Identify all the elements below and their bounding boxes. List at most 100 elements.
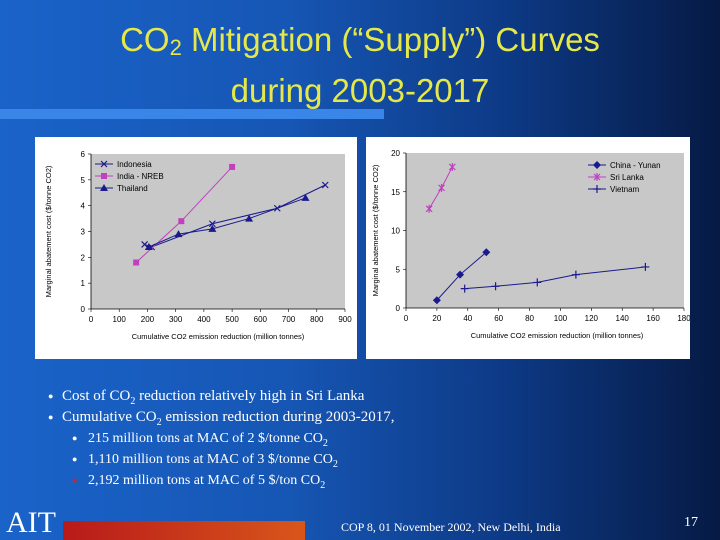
- bullet-1-text: Cost of CO: [62, 388, 131, 404]
- chart0-series-2-point: [174, 230, 183, 238]
- chart0-y-tick-label: 0: [81, 305, 86, 314]
- chart0-x-tick-label: 700: [282, 315, 296, 324]
- chart0-x-tick-label: 200: [141, 315, 155, 324]
- chart1-x-tick-label: 40: [463, 314, 472, 323]
- chart1-y-tick-label: 15: [391, 188, 400, 197]
- chart1-x-tick-label: 160: [646, 314, 660, 323]
- chart0-legend-marker-2: [100, 184, 108, 191]
- chart-right-svg: 0 20 40 60 80 100 120 140 160 180 0 5 10 15 20 Cumulati…: [371, 149, 690, 340]
- chart1-x-axis-label: Cumulative CO2 emission reduction (milli…: [471, 331, 644, 340]
- chart0-series-1-point: [229, 163, 236, 170]
- chart1-x-tick-label: 100: [554, 314, 568, 323]
- chart0-x-axis-label: Cumulative CO2 emission reduction (milli…: [132, 332, 305, 341]
- chart1-series-2-point: [533, 278, 542, 287]
- chart1-series-2-point: [571, 270, 580, 279]
- chart0-x-tick-label: 400: [197, 315, 211, 324]
- chart0-series-1-point: [133, 259, 140, 266]
- chart0-series-0-point: [208, 220, 216, 228]
- chart1-series-0-point: [456, 270, 465, 279]
- chart-right-panel: 0 20 40 60 80 100 120 140 160 180 0 5 10 15 20 Cumulati…: [366, 137, 690, 359]
- chart0-series-2-point: [208, 224, 217, 232]
- chart0-y-tick-label: 6: [81, 150, 86, 159]
- chart0-x-tick-label: 600: [254, 315, 268, 324]
- chart0-plot-area: [91, 154, 345, 309]
- chart0-x-tick-label: 900: [338, 315, 352, 324]
- chart1-y-tick-label: 5: [396, 265, 401, 274]
- chart1-series-2-point: [460, 284, 469, 293]
- sub-bullet-2-text: 1,110 million tons at MAC of 3 $/tonne C…: [88, 452, 333, 467]
- sub-bullet-3-text: 2,192 million tons at MAC of 5 $/ton CO: [88, 473, 321, 488]
- chart1-x-tick-label: 60: [494, 314, 503, 323]
- chart1-y-tick-label: 0: [396, 304, 401, 313]
- chart1-series-1-point: [448, 162, 456, 171]
- chart1-legend-marker-1: [593, 173, 601, 181]
- chart1-legend-marker-0: [593, 161, 601, 169]
- chart1-x-tick-label: 80: [525, 314, 534, 323]
- chart0-x-tick-label: 500: [225, 315, 239, 324]
- footer-accent-bar: [63, 521, 305, 540]
- sub-bullet-2-sub: 2: [332, 458, 338, 470]
- chart1-y-tick-label: 20: [391, 149, 400, 158]
- chart1-series-1-point: [425, 204, 433, 213]
- chart0-y-tick-label: 5: [81, 176, 86, 185]
- chart1-legend-marker-2: [593, 185, 601, 193]
- bullet-1-sub: 2: [130, 396, 136, 407]
- title-subscript: 2: [169, 35, 182, 60]
- chart1-x-tick-label: 20: [432, 314, 441, 323]
- title-co: CO: [120, 21, 170, 58]
- chart0-legend-label-1: India - NREB: [117, 172, 164, 181]
- chart0-y-tick-label: 1: [81, 279, 86, 288]
- title-underline-bar: [0, 109, 384, 119]
- chart0-legend-marker-0: [100, 160, 108, 168]
- chart0-y-tick-label: 3: [81, 228, 86, 237]
- chart0-y-axis-label: Marginal abatement cost ($/tonne CO2): [44, 165, 53, 297]
- chart0-series-2-point: [301, 193, 310, 201]
- chart0-x-tick-label: 300: [169, 315, 183, 324]
- chart1-x-tick-label: 180: [677, 314, 690, 323]
- bullet-list: Cost of CO2 reduction relatively high in…: [48, 386, 395, 491]
- sub-bullet-item-2: 1,110 million tons at MAC of 3 $/tonne C…: [72, 449, 394, 470]
- bullet-item-1: Cost of CO2 reduction relatively high in…: [48, 386, 394, 407]
- sub-bullet-3-sub: 2: [320, 479, 326, 491]
- chart1-x-tick-label: 140: [616, 314, 630, 323]
- chart0-legend-label-2: Thailand: [117, 184, 148, 193]
- chart0-y-tick-label: 4: [81, 202, 86, 211]
- chart0-x-tick-label: 100: [113, 315, 127, 324]
- chart1-series-1-point: [438, 183, 445, 192]
- sub-bullet-item-1: 215 million tons at MAC of 2 $/tonne CO2: [72, 428, 394, 449]
- chart0-legend-label-0: Indonesia: [117, 160, 152, 169]
- slide-title: CO2 Mitigation (“Supply”) Curves during …: [40, 18, 680, 112]
- sub-bullet-item-3: 2,192 million tons at MAC of 5 $/ton CO2: [72, 470, 394, 491]
- sub-bullet-1-text: 215 million tons at MAC of 2 $/tonne CO: [88, 431, 323, 446]
- chart1-y-tick-label: 10: [391, 227, 400, 236]
- chart1-plot-area: [406, 153, 684, 308]
- chart0-legend-marker-1: [101, 173, 107, 179]
- bullet-2-text-rest: emission reduction during 2003-2017,: [161, 409, 395, 425]
- page-number: 17: [684, 515, 698, 530]
- title-line-1: CO2 Mitigation (“Supply”) Curves: [40, 18, 680, 69]
- chart1-series-0-point: [482, 248, 491, 257]
- chart0-x-tick-label: 0: [89, 315, 94, 324]
- chart0-series-0-point: [141, 240, 149, 248]
- chart0-y-tick-label: 2: [81, 253, 86, 262]
- bullet-item-2: Cumulative CO2 emission reduction during…: [48, 407, 395, 428]
- chart0-series-0-point: [321, 181, 329, 189]
- sub-bullet-1-sub: 2: [322, 437, 328, 449]
- chart1-legend-label-2: Vietnam: [610, 185, 640, 194]
- chart1-series-2-point: [641, 262, 650, 271]
- chart1-x-tick-label: 120: [585, 314, 599, 323]
- chart1-legend-label-0: China - Yunan: [610, 161, 661, 170]
- chart-left-panel: 0 100 200 300 400 500 600 700 800 900 0 1 2 3 4 5 6 Cumul…: [35, 137, 357, 359]
- chart0-x-tick-label: 800: [310, 315, 324, 324]
- chart1-series-2-point: [491, 282, 500, 291]
- chart0-series-2-point: [144, 243, 153, 250]
- title-rest: Mitigation (“Supply”) Curves: [181, 21, 600, 58]
- bullet-2-sub: 2: [156, 417, 162, 428]
- footer-text: COP 8, 01 November 2002, New Delhi, Indi…: [341, 520, 561, 534]
- chart0-series-2-point: [245, 214, 254, 222]
- chart1-x-tick-label: 0: [404, 314, 409, 323]
- ait-logo: AIT: [6, 506, 56, 539]
- chart1-legend-label-1: Sri Lanka: [610, 173, 644, 182]
- chart1-y-axis-label: Marginal abatement cost ($/tonne CO2): [371, 164, 380, 296]
- chart1-series-0-point: [432, 296, 441, 305]
